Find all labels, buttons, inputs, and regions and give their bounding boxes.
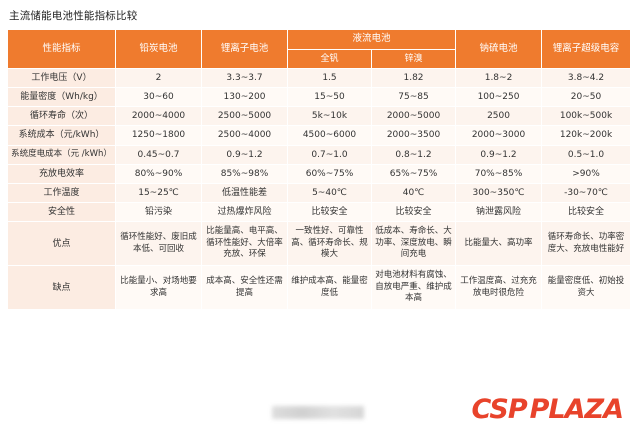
cell: 工作温度高、过充充放电时很危险 bbox=[455, 265, 543, 311]
cell: 1250~1800 bbox=[115, 125, 202, 146]
cell: 比较安全 bbox=[541, 201, 632, 223]
table-header-row-1: 性能指标 铅炭电池 锂离子电池 液流电池 钠硫电池 锂离子超级电容 bbox=[7, 29, 632, 69]
blurred-watermark bbox=[272, 406, 364, 419]
cell: 循环寿命长、功率密度大、充放电性能好 bbox=[541, 221, 632, 267]
cell: 15~50 bbox=[287, 87, 372, 108]
cell: 成本高、安全性还需提高 bbox=[201, 265, 288, 311]
cell: 能量密度低、初始投资大 bbox=[541, 265, 632, 311]
row-label: 安全性 bbox=[7, 201, 116, 223]
row-label: 循环寿命（次） bbox=[7, 106, 116, 127]
cell: 70%~85% bbox=[455, 163, 543, 184]
cell: -30~70℃ bbox=[541, 182, 632, 203]
cell: 1.5 bbox=[287, 67, 372, 89]
header-li-supercapacitor: 锂离子超级电容 bbox=[541, 29, 632, 69]
cell: 比能量高、电平高、循环性能好、大倍率充放、环保 bbox=[201, 221, 288, 267]
cell: 低成本、寿命长、大功率、深度放电、瞬间充电 bbox=[370, 221, 457, 267]
cell: 85%~98% bbox=[201, 163, 288, 184]
cell: 15~25℃ bbox=[115, 182, 202, 203]
cell: 40℃ bbox=[370, 182, 457, 203]
logo-text-csp: CSP bbox=[471, 394, 528, 425]
header-flow-vanadium: 全钒 bbox=[287, 48, 372, 69]
row-label: 优点 bbox=[7, 221, 116, 267]
table-header-row-2: 全钒 锌溴 bbox=[8, 48, 631, 69]
table-row: 缺点 比能量小、对场地要求高 成本高、安全性还需提高 维护成本高、能量密度低 对… bbox=[7, 265, 632, 311]
cell: 0.9~1.2 bbox=[455, 144, 543, 165]
header-metric: 性能指标 bbox=[7, 29, 116, 69]
cell: 2000~4000 bbox=[115, 106, 202, 127]
cell: 0.8~1.2 bbox=[370, 144, 457, 165]
header-flow-battery: 液流电池 bbox=[286, 29, 457, 50]
cell: 100~250 bbox=[455, 87, 543, 108]
cell: 100k~500k bbox=[541, 106, 632, 127]
cell: 钠泄露风险 bbox=[455, 201, 543, 223]
cell: 比能量小、对场地要求高 bbox=[115, 265, 202, 311]
comparison-table: 性能指标 铅炭电池 锂离子电池 液流电池 钠硫电池 锂离子超级电容 全钒 锌溴 … bbox=[7, 29, 632, 311]
cell: 5~40℃ bbox=[287, 182, 372, 203]
row-label: 系统度电成本（元 /kWh） bbox=[7, 144, 116, 165]
cell: 3.8~4.2 bbox=[541, 67, 632, 89]
cell: 0.7~1.0 bbox=[287, 144, 372, 165]
cell: 2000~3000 bbox=[455, 125, 543, 146]
cell: 比较安全 bbox=[370, 201, 457, 223]
header-flow-zinc-bromine: 锌溴 bbox=[370, 48, 457, 69]
table-row: 工作电压（V） 2 3.3~3.7 1.5 1.82 1.8~2 3.8~4.2 bbox=[7, 67, 632, 89]
cell: 30~60 bbox=[115, 87, 202, 108]
cell: 对电池材料有腐蚀、自放电严重、维护成本高 bbox=[370, 265, 457, 311]
row-label: 充放电效率 bbox=[7, 163, 116, 184]
logo-text-plaza: PLAZA bbox=[529, 394, 624, 425]
cell: 2000~5000 bbox=[370, 106, 457, 127]
cell: 2 bbox=[115, 67, 202, 89]
cell: 2500~5000 bbox=[201, 106, 288, 127]
cell: 3.3~3.7 bbox=[201, 67, 288, 89]
cell: 4500~6000 bbox=[287, 125, 372, 146]
table-row: 能量密度（Wh/kg） 30~60 130~200 15~50 75~85 10… bbox=[7, 87, 632, 108]
cell: 130~200 bbox=[201, 87, 288, 108]
cell: 0.5~1.0 bbox=[541, 144, 632, 165]
cell: 2500~4000 bbox=[201, 125, 288, 146]
cell: 60%~75% bbox=[287, 163, 372, 184]
row-label: 系统成本（元/kWh） bbox=[7, 125, 116, 146]
cell: 0.45~0.7 bbox=[115, 144, 202, 165]
cell: 比较安全 bbox=[287, 201, 372, 223]
cell: 铅污染 bbox=[115, 201, 202, 223]
cell: 65%~75% bbox=[370, 163, 457, 184]
cell: 0.9~1.2 bbox=[201, 144, 288, 165]
csp-plaza-logo: CSP PLAZA bbox=[471, 394, 624, 425]
cell: 80%~90% bbox=[115, 163, 202, 184]
table-row: 工作温度 15~25℃ 低温性能差 5~40℃ 40℃ 300~350℃ -30… bbox=[7, 182, 632, 203]
cell: 循环性能好、废旧成本低、可回收 bbox=[115, 221, 202, 267]
footer-area: CSP PLAZA bbox=[0, 387, 637, 433]
header-sodium-sulfur: 钠硫电池 bbox=[455, 29, 543, 69]
cell: 比能量大、高功率 bbox=[455, 221, 543, 267]
table-row: 充放电效率 80%~90% 85%~98% 60%~75% 65%~75% 70… bbox=[7, 163, 632, 184]
table-row: 系统成本（元/kWh） 1250~1800 2500~4000 4500~600… bbox=[7, 125, 632, 146]
table-row: 系统度电成本（元 /kWh） 0.45~0.7 0.9~1.2 0.7~1.0 … bbox=[7, 144, 632, 165]
table-row: 优点 循环性能好、废旧成本低、可回收 比能量高、电平高、循环性能好、大倍率充放、… bbox=[7, 221, 632, 267]
header-lithium-ion: 锂离子电池 bbox=[201, 29, 288, 69]
page-title: 主流储能电池性能指标比较 bbox=[9, 10, 138, 22]
cell: 2500 bbox=[455, 106, 543, 127]
table-row: 安全性 铅污染 过热爆炸风险 比较安全 比较安全 钠泄露风险 比较安全 bbox=[7, 201, 632, 223]
cell: 过热爆炸风险 bbox=[201, 201, 288, 223]
cell: 1.82 bbox=[370, 67, 457, 89]
header-lead-carbon: 铅炭电池 bbox=[115, 29, 202, 69]
cell: 维护成本高、能量密度低 bbox=[287, 265, 372, 311]
cell: 300~350℃ bbox=[455, 182, 543, 203]
row-label: 工作温度 bbox=[7, 182, 116, 203]
cell: 20~50 bbox=[541, 87, 632, 108]
row-label: 能量密度（Wh/kg） bbox=[7, 87, 116, 108]
cell: 低温性能差 bbox=[201, 182, 288, 203]
table-row: 循环寿命（次） 2000~4000 2500~5000 5k~10k 2000~… bbox=[7, 106, 632, 127]
cell: 120k~200k bbox=[541, 125, 632, 146]
cell: 1.8~2 bbox=[455, 67, 543, 89]
row-label: 工作电压（V） bbox=[7, 67, 116, 89]
table-body: 工作电压（V） 2 3.3~3.7 1.5 1.82 1.8~2 3.8~4.2… bbox=[7, 67, 632, 311]
cell: 2000~3500 bbox=[370, 125, 457, 146]
cell: 75~85 bbox=[370, 87, 457, 108]
cell: 5k~10k bbox=[287, 106, 372, 127]
row-label: 缺点 bbox=[7, 265, 116, 311]
cell: 一致性好、可靠性高、循环寿命长、规模大 bbox=[287, 221, 372, 267]
cell: >90% bbox=[541, 163, 632, 184]
